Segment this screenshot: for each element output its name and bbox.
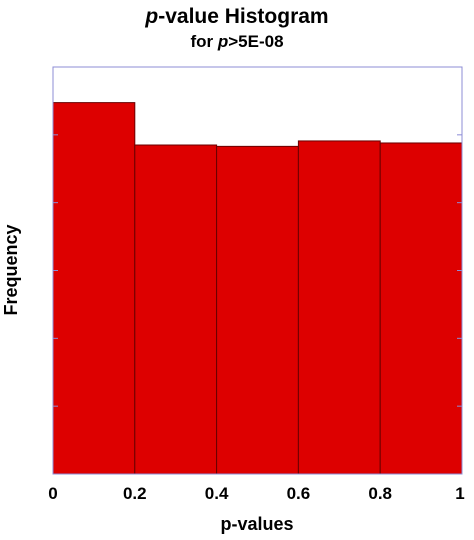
x-axis-label: p-values [220,514,293,534]
x-tick-label-0: 0 [48,484,57,503]
chart-title-italic-p: p [144,5,158,28]
x-tick-label-1: 0.2 [123,484,147,503]
y-axis-label: Frequency [1,224,21,315]
histogram-bar-3 [297,140,381,475]
chart-subtitle-suffix: >5E-08 [228,32,283,51]
chart-subtitle-prefix: for [190,32,217,51]
chart-subtitle: for p>5E-08 [190,32,283,51]
x-tick-label-5: 1 [455,484,464,503]
x-tick-labels-group: 0 0.2 0.4 0.6 0.8 1 [48,484,464,503]
bars-group [52,102,463,475]
y-ticks-group [53,66,462,475]
histogram-bar-4 [379,142,463,475]
x-tick-label-2: 0.4 [205,484,229,503]
x-tick-label-3: 0.6 [287,484,311,503]
chart-subtitle-italic-p: p [217,32,228,51]
x-tick-label-4: 0.8 [368,484,392,503]
histogram-bar-0 [52,102,136,475]
histogram-bar-1 [134,144,218,475]
histogram-bar-2 [216,145,299,475]
chart-title-text: -value Histogram [158,5,328,28]
chart-title: p-value Histogram [144,5,328,28]
